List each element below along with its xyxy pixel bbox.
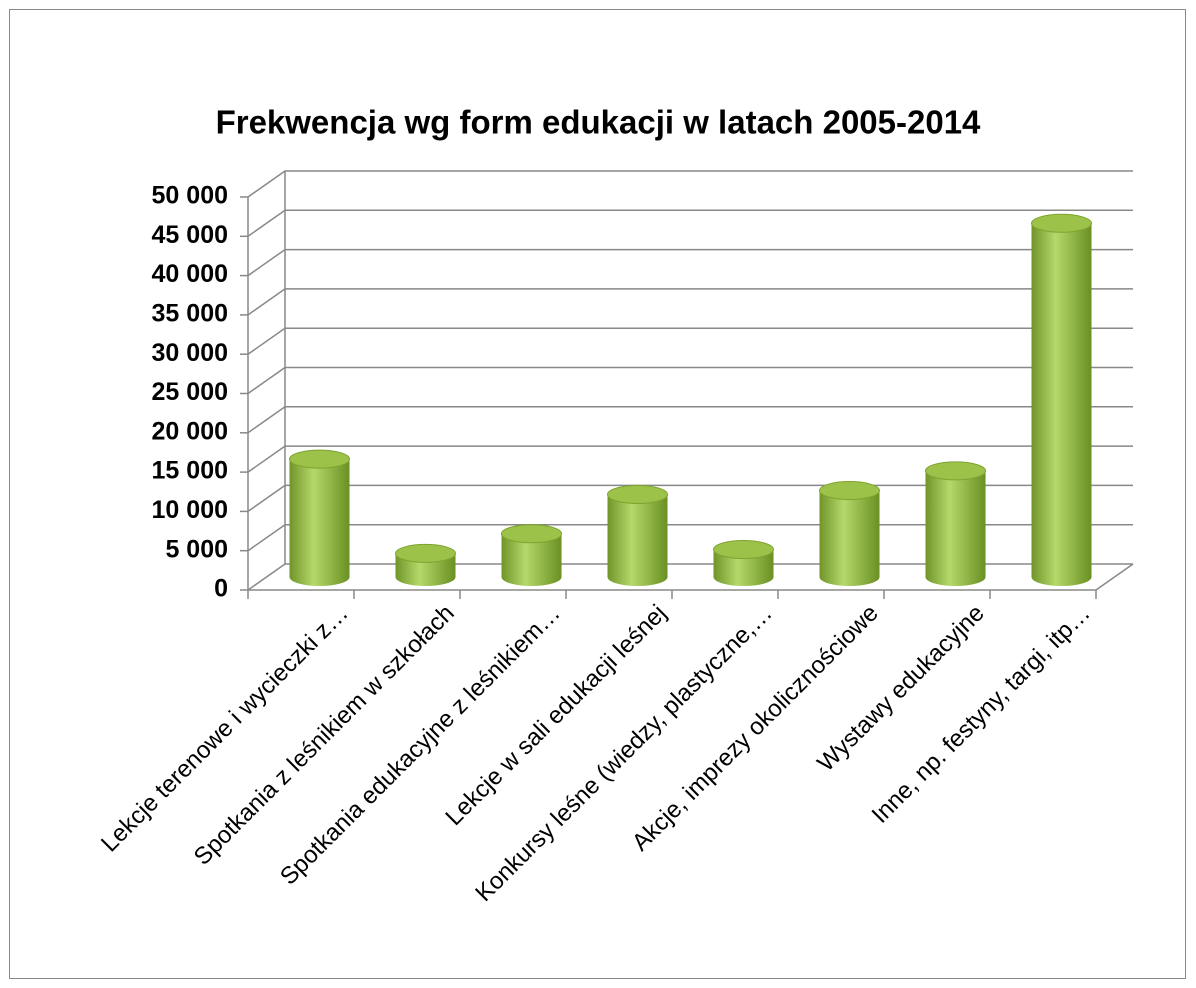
chart-border xyxy=(9,9,1186,979)
bar-top xyxy=(395,543,456,563)
bar-top xyxy=(501,524,562,544)
bar xyxy=(607,485,668,586)
y-tick-label: 25 000 xyxy=(152,378,228,406)
grid-line xyxy=(247,366,1133,395)
y-tick-label: 15 000 xyxy=(152,457,228,485)
grid-line xyxy=(247,248,1133,277)
bar xyxy=(925,461,986,586)
y-tick-label: 35 000 xyxy=(152,300,228,328)
grid-line xyxy=(247,288,1133,316)
y-tick-label: 0 xyxy=(214,575,228,603)
grid-line xyxy=(247,170,1133,198)
y-tick-label: 40 000 xyxy=(152,260,228,288)
bar xyxy=(819,481,880,586)
y-tick-label: 20 000 xyxy=(152,417,228,445)
y-tick-label: 5 000 xyxy=(165,535,228,563)
bar xyxy=(1031,214,1092,587)
bar-top xyxy=(607,484,668,504)
y-tick-label: 30 000 xyxy=(152,339,228,367)
chart-title: Frekwencja wg form edukacji w latach 200… xyxy=(216,104,981,141)
bar-top xyxy=(713,539,774,559)
bar xyxy=(289,450,350,586)
y-tick-label: 45 000 xyxy=(152,221,228,249)
grid-line xyxy=(247,327,1133,355)
grid-line xyxy=(247,445,1133,473)
grid-line xyxy=(247,209,1133,237)
grid-line xyxy=(247,406,1133,434)
bar-top xyxy=(289,449,350,469)
y-tick-label: 10 000 xyxy=(152,496,228,524)
y-tick-label: 50 000 xyxy=(152,182,228,210)
bar-top xyxy=(1031,213,1092,233)
bar-top xyxy=(819,481,880,501)
bar-top xyxy=(925,461,986,481)
